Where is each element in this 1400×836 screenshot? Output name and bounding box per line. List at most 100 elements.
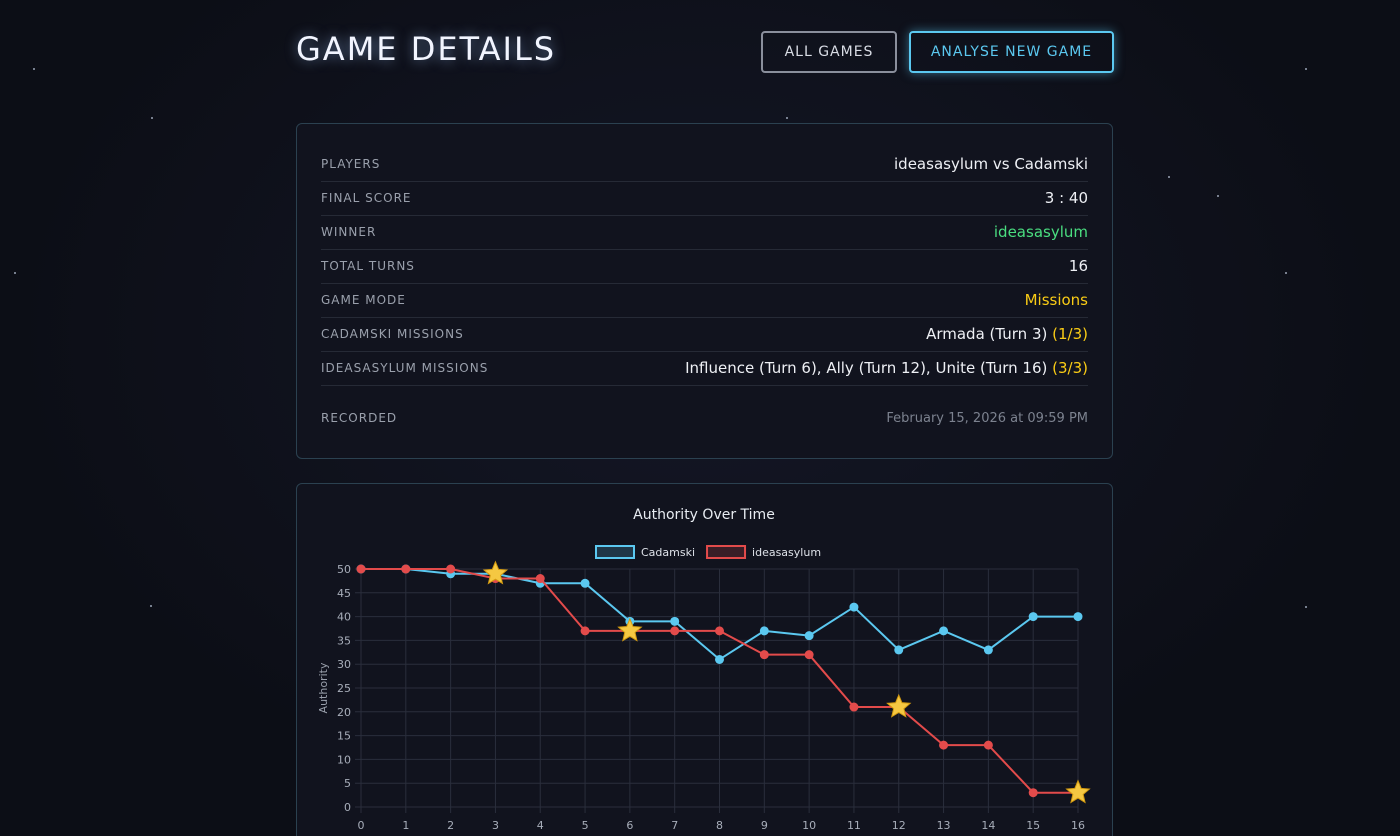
- detail-label: GAME MODE: [321, 293, 406, 307]
- star: [33, 68, 35, 70]
- x-tick-label: 5: [582, 819, 589, 832]
- data-point: [804, 631, 814, 641]
- detail-label: IDEASASYLUM MISSIONS: [321, 361, 489, 375]
- x-tick-label: 13: [937, 819, 951, 832]
- data-point: [670, 616, 680, 626]
- mission-star: [617, 617, 643, 642]
- x-tick-label: 7: [671, 819, 678, 832]
- star: [1217, 195, 1219, 197]
- y-tick-label: 45: [337, 587, 351, 600]
- x-tick-label: 4: [537, 819, 544, 832]
- star: [1305, 68, 1307, 70]
- chart-card: Authority Over Time Authority 0 5 10 15 20 25…: [296, 483, 1113, 836]
- mission-count: (1/3): [1052, 325, 1088, 343]
- star: [14, 272, 16, 274]
- data-point: [939, 740, 949, 750]
- detail-row: PLAYERS ideasasylum vs Cadamski: [321, 147, 1088, 182]
- detail-label: FINAL SCORE: [321, 191, 412, 205]
- data-point: [849, 602, 859, 612]
- y-axis-label: Authority: [317, 662, 330, 713]
- detail-label: CADAMSKI MISSIONS: [321, 327, 464, 341]
- detail-label: RECORDED: [321, 411, 398, 425]
- mission-list: Armada (Turn 3): [926, 325, 1048, 343]
- data-point: [983, 645, 993, 655]
- data-point: [715, 626, 724, 636]
- mission-count: (3/3): [1052, 359, 1088, 377]
- x-tick-label: 9: [761, 819, 768, 832]
- x-tick-label: 11: [847, 819, 861, 832]
- x-tick-label: 0: [358, 819, 365, 832]
- data-point: [1073, 612, 1083, 622]
- data-point: [983, 740, 993, 750]
- y-tick-label: 25: [337, 682, 351, 695]
- data-point: [356, 564, 366, 574]
- detail-row: TOTAL TURNS 16: [321, 249, 1088, 284]
- y-tick-label: 20: [337, 706, 351, 719]
- x-tick-label: 12: [892, 819, 906, 832]
- data-point: [894, 645, 904, 655]
- detail-value: ideasasylum: [993, 223, 1088, 241]
- all-games-button[interactable]: ALL GAMES: [761, 31, 897, 73]
- detail-value: February 15, 2026 at 09:59 PM: [886, 410, 1088, 426]
- mission-star: [482, 560, 509, 585]
- x-tick-label: 8: [716, 819, 723, 832]
- mission-star: [886, 693, 912, 718]
- data-point: [401, 564, 411, 574]
- data-point: [580, 578, 590, 588]
- y-tick-label: 35: [337, 634, 351, 647]
- data-point: [715, 654, 724, 664]
- detail-value: 3 : 40: [1044, 189, 1088, 207]
- data-point: [535, 574, 545, 584]
- x-tick-label: 14: [981, 819, 995, 832]
- y-tick-label: 30: [337, 658, 351, 671]
- page-title: GAME DETAILS: [296, 30, 557, 68]
- y-tick-label: 50: [337, 563, 351, 576]
- data-point: [759, 626, 769, 636]
- x-tick-label: 3: [492, 819, 499, 832]
- x-tick-label: 10: [802, 819, 816, 832]
- star: [1168, 176, 1170, 178]
- detail-value: Influence (Turn 6), Ally (Turn 12), Unit…: [685, 359, 1088, 377]
- detail-label: TOTAL TURNS: [321, 259, 415, 273]
- star: [1285, 272, 1287, 274]
- detail-row: FINAL SCORE 3 : 40: [321, 181, 1088, 216]
- star: [1305, 606, 1307, 608]
- x-tick-label: 6: [626, 819, 633, 832]
- chart-title: Authority Over Time: [633, 507, 775, 523]
- detail-row: RECORDED February 15, 2026 at 09:59 PM: [321, 401, 1088, 435]
- x-tick-label: 1: [402, 819, 409, 832]
- chart: Authority Over Time Authority 0510152025…: [317, 507, 1091, 832]
- y-tick-label: 15: [337, 730, 351, 743]
- data-point: [580, 626, 590, 636]
- mission-list: Influence (Turn 6), Ally (Turn 12), Unit…: [685, 359, 1048, 377]
- detail-value: ideasasylum vs Cadamski: [894, 155, 1088, 173]
- y-tick-label: 0: [344, 801, 351, 814]
- data-point: [939, 626, 949, 636]
- detail-label: WINNER: [321, 225, 377, 239]
- data-point: [804, 650, 814, 660]
- detail-value: Missions: [1024, 291, 1088, 309]
- data-point: [446, 564, 456, 574]
- legend-label: ideasasylum: [752, 546, 821, 559]
- legend-swatch: [595, 545, 635, 559]
- data-point: [759, 650, 769, 660]
- detail-label: PLAYERS: [321, 157, 381, 171]
- star: [786, 117, 788, 119]
- analyse-button[interactable]: ANALYSE NEW GAME: [909, 31, 1114, 73]
- legend-swatch: [706, 545, 747, 559]
- details-card: PLAYERS ideasasylum vs Cadamski FINAL SCO…: [296, 123, 1113, 459]
- y-tick-label: 5: [344, 777, 351, 790]
- y-tick-label: 40: [337, 611, 351, 624]
- data-point: [1028, 612, 1038, 622]
- x-tick-label: 2: [447, 819, 454, 832]
- x-tick-label: 16: [1071, 819, 1085, 832]
- detail-row: CADAMSKI MISSIONS Armada (Turn 3) (1/3): [321, 317, 1088, 352]
- detail-row: GAME MODE Missions: [321, 283, 1088, 318]
- data-point: [849, 702, 859, 712]
- legend-label: Cadamski: [641, 546, 695, 559]
- data-point: [670, 626, 680, 636]
- y-tick-label: 10: [337, 753, 351, 766]
- detail-row: IDEASASYLUM MISSIONS Influence (Turn 6), …: [321, 351, 1088, 386]
- detail-value: Armada (Turn 3) (1/3): [926, 325, 1088, 343]
